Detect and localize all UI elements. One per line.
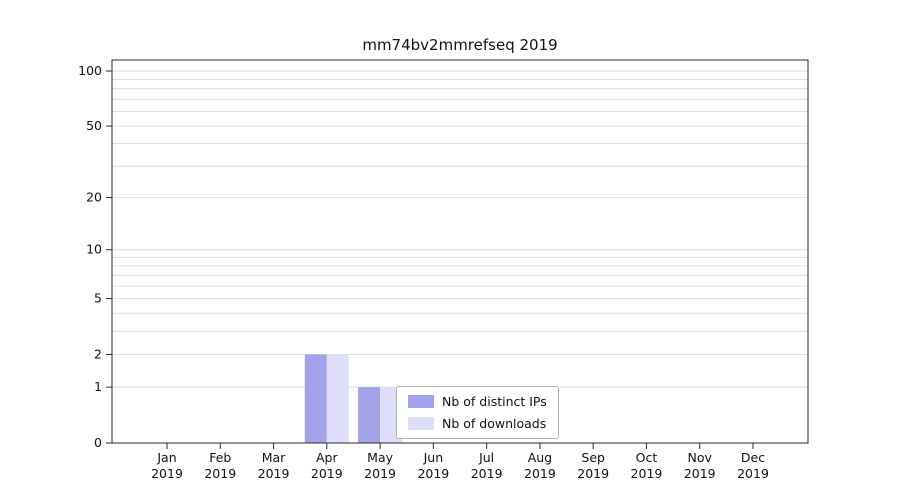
svg-text:Jun: Jun bbox=[423, 450, 444, 465]
svg-text:5: 5 bbox=[94, 291, 102, 306]
svg-text:1: 1 bbox=[94, 379, 102, 394]
svg-text:2019: 2019 bbox=[151, 466, 183, 481]
svg-text:Jan: Jan bbox=[156, 450, 176, 465]
svg-text:Mar: Mar bbox=[262, 450, 286, 465]
svg-text:Feb: Feb bbox=[209, 450, 231, 465]
svg-text:Dec: Dec bbox=[741, 450, 765, 465]
legend-item: Nb of downloads bbox=[408, 416, 547, 431]
svg-text:0: 0 bbox=[94, 435, 102, 450]
svg-text:2019: 2019 bbox=[684, 466, 716, 481]
svg-text:10: 10 bbox=[86, 242, 102, 257]
legend-swatch-distinct-ips bbox=[408, 395, 434, 408]
svg-text:Apr: Apr bbox=[316, 450, 338, 465]
svg-text:Sep: Sep bbox=[581, 450, 605, 465]
svg-text:100: 100 bbox=[78, 63, 102, 78]
svg-text:Aug: Aug bbox=[528, 450, 552, 465]
svg-text:Oct: Oct bbox=[636, 450, 658, 465]
legend-item: Nb of distinct IPs bbox=[408, 394, 547, 409]
legend-label: Nb of distinct IPs bbox=[442, 394, 547, 409]
svg-text:2: 2 bbox=[94, 346, 102, 361]
legend-swatch-downloads bbox=[408, 417, 434, 430]
chart-title: mm74bv2mmrefseq 2019 bbox=[362, 36, 558, 54]
svg-text:50: 50 bbox=[86, 118, 102, 133]
svg-text:2019: 2019 bbox=[737, 466, 769, 481]
svg-text:2019: 2019 bbox=[417, 466, 449, 481]
svg-text:Nov: Nov bbox=[688, 450, 713, 465]
legend: Nb of distinct IPs Nb of downloads bbox=[396, 386, 559, 439]
svg-text:2019: 2019 bbox=[258, 466, 290, 481]
svg-text:May: May bbox=[367, 450, 393, 465]
svg-text:Jul: Jul bbox=[478, 450, 494, 465]
svg-text:2019: 2019 bbox=[364, 466, 396, 481]
svg-text:2019: 2019 bbox=[577, 466, 609, 481]
legend-label: Nb of downloads bbox=[442, 416, 547, 431]
svg-text:2019: 2019 bbox=[471, 466, 503, 481]
svg-text:20: 20 bbox=[86, 190, 102, 205]
svg-text:2019: 2019 bbox=[204, 466, 236, 481]
svg-text:2019: 2019 bbox=[631, 466, 663, 481]
svg-text:2019: 2019 bbox=[311, 466, 343, 481]
svg-text:2019: 2019 bbox=[524, 466, 556, 481]
